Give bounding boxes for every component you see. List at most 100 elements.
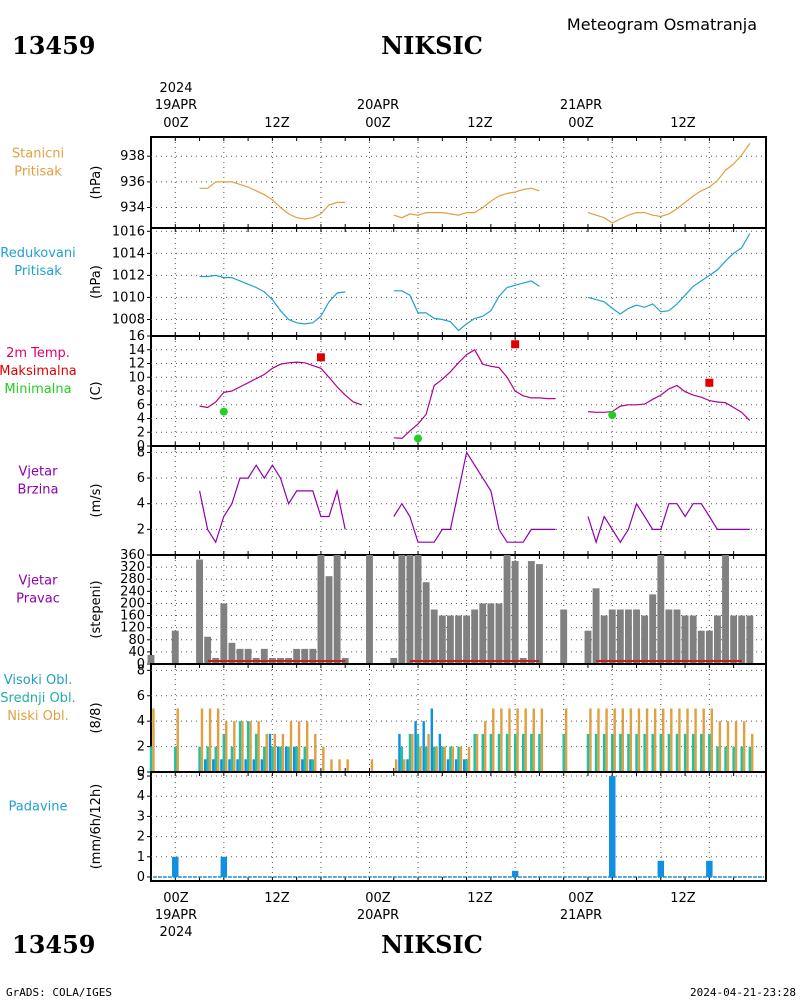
series-line [393, 450, 556, 543]
y-tick-label: 10 [128, 370, 145, 385]
cloud-bar [346, 759, 349, 772]
cloud-bar [289, 721, 293, 772]
panel-title-line: Vjetar [19, 574, 59, 589]
direction-bar [366, 555, 373, 664]
direction-bar [730, 615, 738, 664]
direction-bar [511, 561, 519, 664]
cloud-bar [613, 708, 616, 772]
y-axis-label: (stepeni) [89, 580, 104, 638]
direction-bar [204, 636, 212, 664]
panels-layer: 934936938(hPa)StanicniPritisak1008101010… [0, 136, 767, 885]
panel-title-line: Pritisak [14, 165, 62, 180]
cloud-bar [214, 746, 217, 772]
cloud-bar [394, 759, 398, 772]
cloud-bar [233, 721, 236, 772]
cloud-bar [459, 746, 463, 772]
top-hour-4: 12Z [467, 116, 493, 131]
y-axis-label: (C) [89, 381, 104, 400]
cloud-bar [338, 759, 341, 772]
y-tick-label: 5 [137, 769, 145, 784]
cloud-bar [322, 746, 325, 772]
panel-frame [150, 136, 767, 229]
cloud-bar [295, 746, 298, 772]
cloud-bar [314, 733, 317, 772]
direction-bar [228, 642, 236, 664]
cloud-bar [645, 708, 649, 772]
cloud-bar [497, 733, 501, 772]
cloud-bar [176, 708, 179, 772]
top-hour-6: 12Z [670, 116, 696, 131]
cloud-bar [398, 733, 401, 772]
cloud-bar [611, 733, 614, 772]
cloud-bar [416, 733, 420, 772]
cloud-bar [309, 759, 312, 772]
y-tick-label: 6 [137, 471, 145, 486]
cloud-bar [276, 746, 280, 772]
cloud-bar [700, 733, 703, 772]
y-tick-label: 8 [137, 445, 145, 460]
cloud-bar [438, 733, 442, 772]
cloud-bar [257, 721, 260, 772]
direction-bar [535, 564, 543, 664]
panel-precipitation: 0 1 2 3 4 5 (mm/6h/12h) Padavine [9, 769, 767, 885]
cloud-bar [230, 746, 234, 772]
direction-bar [689, 615, 697, 664]
cloud-bar [481, 733, 484, 772]
top-date-1: 19APR [155, 98, 197, 113]
cloud-bar [643, 733, 646, 772]
precip-bar [657, 860, 665, 877]
y-tick-label: 0 [137, 870, 145, 885]
direction-bar [422, 582, 430, 664]
series-line [587, 384, 751, 422]
direction-bar [325, 576, 333, 664]
y-tick-label: 934 [120, 200, 145, 215]
cloud-bar [659, 733, 663, 772]
cloud-bar [265, 733, 268, 772]
direction-bar [455, 615, 462, 664]
panel-title-line: Niski Obl. [7, 709, 69, 724]
direction-bar [471, 609, 479, 664]
direction-bar [463, 615, 471, 664]
cloud-bar [208, 708, 212, 772]
cloud-bar [516, 708, 519, 772]
cloud-bar [446, 759, 450, 772]
direction-bar [390, 657, 398, 664]
cloud-bar [742, 721, 746, 772]
y-tick-label: 2 [137, 740, 145, 755]
cloud-bar [513, 733, 517, 772]
y-tick-label: 0 [137, 657, 145, 672]
y-tick-label: 938 [120, 149, 145, 164]
bottom-hour-5: 00Z [568, 891, 594, 906]
cloud-bar [522, 733, 525, 772]
direction-bar [697, 630, 705, 664]
cloud-bar [619, 733, 622, 772]
direction-bar [714, 615, 721, 664]
top-hour-1: 00Z [163, 116, 189, 131]
precip-bar [511, 870, 519, 877]
cloud-bar [287, 746, 290, 772]
y-tick-label: 4 [137, 789, 145, 804]
cloud-bar [678, 708, 681, 772]
y-tick-label: 3 [137, 809, 145, 824]
panel-frame [150, 335, 767, 447]
station-id-top: 13459 [12, 31, 96, 60]
cloud-bar [149, 746, 153, 772]
series-line [199, 181, 346, 220]
direction-bar [446, 615, 454, 664]
top-year: 2024 [159, 81, 192, 96]
cloud-bar [530, 733, 533, 772]
station-name-top: NIKSIC [381, 31, 483, 60]
direction-bar [641, 615, 649, 664]
series-line [393, 280, 540, 332]
cloud-bar [475, 733, 479, 772]
cloud-bar [734, 721, 738, 772]
y-tick-label: 200 [120, 596, 145, 611]
y-tick-label: 1010 [112, 290, 145, 305]
cloud-bar [594, 733, 598, 772]
bottom-hour-3: 00Z [365, 891, 391, 906]
panel-title-line: Brzina [18, 483, 59, 498]
station-name-bottom: NIKSIC [381, 930, 483, 959]
bottom-hour-6: 12Z [670, 891, 696, 906]
panel-frame [150, 771, 767, 882]
